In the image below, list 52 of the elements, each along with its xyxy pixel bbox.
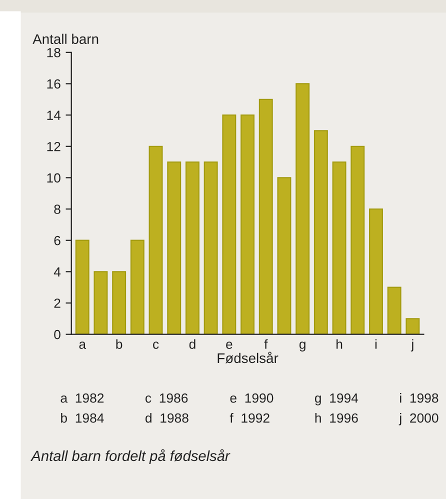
bar (332, 161, 346, 334)
text: c 1986 (146, 393, 188, 403)
y-axis-title: Antall barn (32, 34, 98, 44)
text: a 1982 (60, 393, 104, 403)
text: i 1998 (400, 393, 438, 403)
x-tick-label: j (410, 339, 414, 352)
x-tick-label: b (116, 339, 122, 349)
bar (406, 318, 420, 334)
text: h 1996 (315, 413, 358, 423)
bar (277, 177, 292, 334)
y-tick-label: 10 (47, 173, 60, 183)
bar (258, 98, 273, 334)
bar (112, 271, 126, 334)
bar (240, 114, 255, 334)
text: Antall barn fordelt på fødselsår (30, 449, 230, 464)
bar (94, 271, 108, 334)
x-tick-label: f (264, 339, 268, 349)
x-tick-label: c (153, 342, 159, 349)
y-tick-label: 18 (47, 48, 60, 58)
x-tick-label: g (299, 342, 306, 352)
text: g 1994 (314, 393, 358, 406)
text: f 1992 (230, 413, 270, 423)
x-tick-label: d (189, 339, 196, 349)
text: j 2000 (398, 413, 438, 426)
y-tick-label: 4 (54, 267, 61, 276)
x-tick-label: i (375, 339, 377, 349)
y-tick-label: 14 (47, 110, 61, 120)
bar (148, 146, 163, 334)
x-axis-title: Fødselsår (218, 352, 278, 364)
x-tick-label: h (336, 339, 342, 349)
text: b 1984 (61, 413, 104, 423)
bar (296, 83, 310, 334)
bar (186, 161, 200, 334)
bar (167, 161, 182, 334)
y-tick-label: 16 (47, 79, 60, 89)
bar (350, 146, 365, 334)
bar (222, 114, 236, 334)
bar (130, 240, 144, 334)
bar (204, 161, 218, 334)
y-tick-label: 8 (54, 204, 60, 214)
y-tick-label: 6 (54, 236, 60, 246)
x-tick-label: e (226, 342, 232, 349)
y-tick-label: 2 (54, 298, 60, 308)
bar (314, 130, 328, 334)
text: e 1990 (230, 393, 274, 403)
bar (387, 286, 402, 334)
bar (75, 240, 90, 334)
y-tick-label: 12 (47, 142, 60, 152)
bar (369, 208, 383, 334)
y-tick-label: 0 (54, 330, 60, 340)
text: d 1988 (146, 413, 188, 423)
x-tick-label: a (79, 342, 86, 349)
